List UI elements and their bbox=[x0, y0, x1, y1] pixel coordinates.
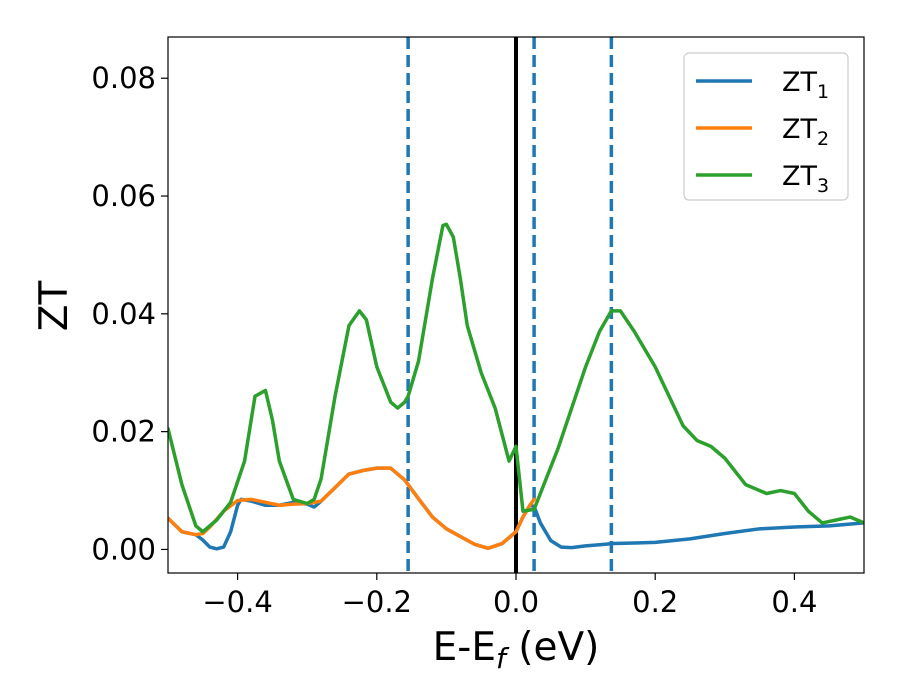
x-axis-ticks: −0.4 −0.2 0.0 0.2 0.4 bbox=[202, 573, 817, 619]
legend-label-subscript: 1 bbox=[817, 81, 829, 103]
y-tick-label: 0.04 bbox=[91, 297, 156, 331]
series-line-zt2 bbox=[168, 466, 536, 551]
y-tick-label: 0.06 bbox=[91, 179, 156, 213]
x-axis-title-main: E-E bbox=[433, 625, 496, 670]
x-tick-label: −0.2 bbox=[342, 585, 412, 619]
x-tick-label: 0.0 bbox=[493, 585, 539, 619]
legend-label-subscript: 3 bbox=[817, 175, 829, 197]
legend-label-main: ZT bbox=[782, 161, 817, 192]
legend-label-zt1: ZT1 bbox=[782, 67, 829, 103]
series-line-zt3 bbox=[168, 222, 864, 534]
x-axis-title: E-Ef (eV) bbox=[433, 625, 600, 675]
legend-label-main: ZT bbox=[782, 67, 817, 98]
x-tick-label: 0.2 bbox=[632, 585, 678, 619]
y-axis-ticks: 0.00 0.02 0.04 0.06 0.08 bbox=[91, 61, 168, 566]
legend-label-subscript: 2 bbox=[817, 128, 829, 150]
y-tick-label: 0.00 bbox=[91, 532, 156, 566]
legend-box bbox=[683, 52, 849, 201]
y-tick-label: 0.08 bbox=[91, 61, 156, 95]
x-tick-label: 0.4 bbox=[771, 585, 817, 619]
y-axis-title: ZT bbox=[32, 281, 77, 332]
legend-label-main: ZT bbox=[782, 114, 817, 145]
x-axis-title-unit: (eV) bbox=[506, 625, 600, 670]
y-tick-label: 0.02 bbox=[91, 415, 156, 449]
x-tick-label: −0.4 bbox=[202, 585, 272, 619]
legend-label-zt2: ZT2 bbox=[782, 114, 829, 150]
legend-label-zt3: ZT3 bbox=[782, 161, 829, 197]
